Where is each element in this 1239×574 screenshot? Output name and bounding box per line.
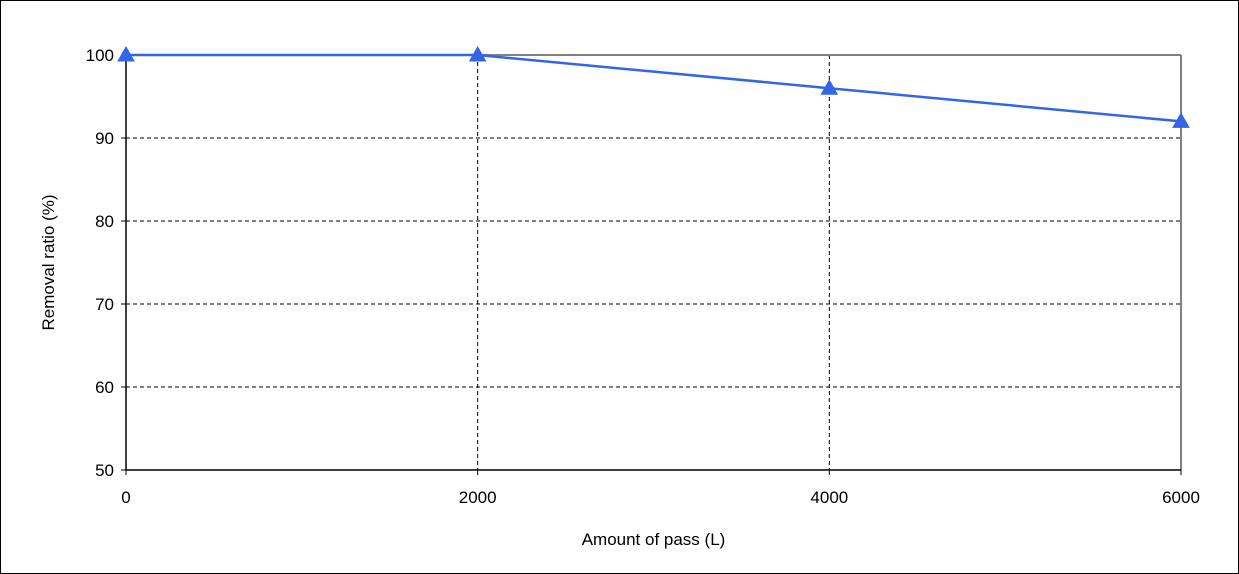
- x-tick-label: 4000: [810, 488, 848, 507]
- y-axis-title: Removal ratio (%): [39, 194, 58, 330]
- data-point-triangle: [468, 45, 487, 62]
- series-layer: [117, 45, 1190, 128]
- y-tick-label: 80: [95, 212, 114, 231]
- x-tick-label: 0: [121, 488, 130, 507]
- x-tick-label: 2000: [459, 488, 497, 507]
- x-tick-label: 6000: [1162, 488, 1200, 507]
- data-point-triangle: [1172, 112, 1190, 128]
- y-tick-label: 50: [95, 461, 114, 480]
- y-tick-label: 60: [95, 378, 114, 397]
- y-tick-labels: 50 60 70 80 90 100: [86, 46, 114, 480]
- y-tick-label: 100: [86, 46, 114, 65]
- data-point-triangle: [117, 45, 135, 62]
- x-tick-labels: 0 2000 4000 6000: [121, 488, 1200, 507]
- series-line: [126, 53, 1182, 123]
- plot-area: [126, 54, 1182, 470]
- y-tick-label: 90: [95, 129, 114, 148]
- x-axis-title: Amount of pass (L): [582, 530, 726, 549]
- grid-lines: [126, 55, 1181, 470]
- data-point-triangle: [820, 79, 839, 95]
- y-tick-label: 70: [95, 295, 114, 314]
- axes: [121, 54, 1182, 475]
